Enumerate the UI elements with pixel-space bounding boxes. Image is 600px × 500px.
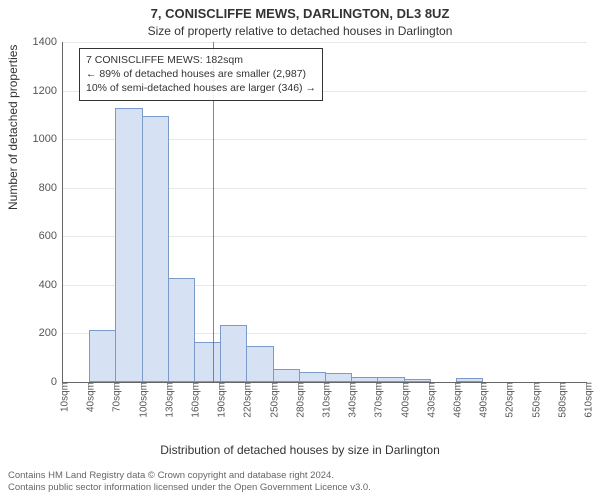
x-tick-label: 340sqm (344, 382, 359, 418)
histogram-bar (456, 378, 483, 382)
x-tick-label: 100sqm (134, 382, 149, 418)
y-axis-label: Number of detached properties (6, 45, 20, 210)
x-tick-label: 370sqm (370, 382, 385, 418)
annotation-line: 7 CONISCLIFFE MEWS: 182sqm (86, 53, 316, 67)
x-tick-label: 160sqm (187, 382, 202, 418)
annotation-line: ← 89% of detached houses are smaller (2,… (86, 67, 316, 81)
footer-line-2: Contains public sector information licen… (8, 482, 592, 494)
x-tick-label: 280sqm (291, 382, 306, 418)
x-tick-label: 580sqm (553, 382, 568, 418)
x-tick-label: 400sqm (396, 382, 411, 418)
x-tick-label: 220sqm (239, 382, 254, 418)
histogram-bar (246, 346, 273, 382)
plot-area: 020040060080010001200140010sqm40sqm70sqm… (62, 42, 587, 383)
y-tick-label: 1000 (33, 133, 63, 145)
x-tick-label: 130sqm (160, 382, 175, 418)
histogram-bar (351, 377, 378, 382)
annotation-line: 10% of semi-detached houses are larger (… (86, 81, 316, 95)
x-axis-label: Distribution of detached houses by size … (0, 443, 600, 457)
x-tick-label: 250sqm (265, 382, 280, 418)
histogram-bar (142, 116, 169, 382)
x-tick-label: 310sqm (318, 382, 333, 418)
histogram-bar (168, 278, 195, 382)
histogram-bar (220, 325, 247, 382)
histogram-bar (299, 372, 326, 383)
footer-attribution: Contains HM Land Registry data © Crown c… (8, 470, 592, 495)
x-tick-label: 10sqm (56, 382, 71, 412)
x-tick-label: 610sqm (580, 382, 595, 418)
histogram-bar (377, 377, 404, 382)
gridline-h (63, 42, 587, 43)
y-tick-label: 1400 (33, 36, 63, 48)
chart-subtitle: Size of property relative to detached ho… (0, 24, 600, 38)
x-tick-label: 520sqm (501, 382, 516, 418)
histogram-bar (273, 369, 300, 382)
chart-title: 7, CONISCLIFFE MEWS, DARLINGTON, DL3 8UZ (0, 6, 600, 21)
histogram-bar (115, 108, 142, 382)
y-tick-label: 200 (39, 327, 63, 339)
x-tick-label: 460sqm (449, 382, 464, 418)
x-tick-label: 490sqm (475, 382, 490, 418)
histogram-bar (325, 373, 352, 382)
x-tick-label: 550sqm (527, 382, 542, 418)
x-tick-label: 40sqm (82, 382, 97, 412)
x-tick-label: 430sqm (422, 382, 437, 418)
y-tick-label: 1200 (33, 85, 63, 97)
footer-line-1: Contains HM Land Registry data © Crown c… (8, 470, 592, 482)
y-tick-label: 600 (39, 230, 63, 242)
x-tick-label: 190sqm (213, 382, 228, 418)
x-tick-label: 70sqm (108, 382, 123, 412)
chart-container: 7, CONISCLIFFE MEWS, DARLINGTON, DL3 8UZ… (0, 0, 600, 470)
histogram-bar (89, 330, 116, 382)
y-tick-label: 400 (39, 279, 63, 291)
histogram-bar (194, 342, 221, 382)
y-tick-label: 800 (39, 182, 63, 194)
annotation-box: 7 CONISCLIFFE MEWS: 182sqm← 89% of detac… (79, 48, 323, 101)
histogram-bar (404, 379, 431, 382)
